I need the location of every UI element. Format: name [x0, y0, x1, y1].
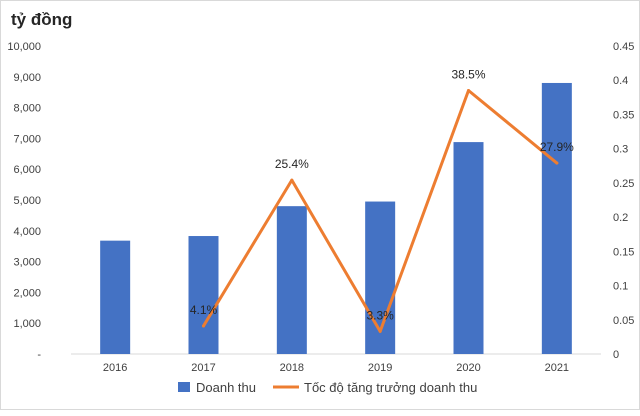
bar-series	[100, 82, 572, 355]
x-tick-label: 2018	[280, 362, 304, 374]
legend-label-line: Tốc độ tăng trưởng doanh thu	[304, 380, 477, 395]
left-tick-label: 7,000	[13, 133, 41, 145]
x-tick-label: 2020	[456, 362, 480, 374]
right-tick-label: 0.1	[613, 281, 628, 293]
right-tick-label: 0.3	[613, 144, 628, 156]
line-point-2017	[202, 324, 205, 328]
legend: Doanh thu Tốc độ tăng trưởng doanh thu	[178, 380, 477, 395]
unit-label: tỷ đồng	[11, 10, 72, 29]
left-tick-label: 8,000	[13, 103, 41, 115]
x-axis-ticks: 2016 2017 2018 2019 2020 2021	[103, 362, 569, 374]
left-tick-label: 3,000	[13, 257, 41, 269]
right-axis-ticks: 0 0.05 0.1 0.15 0.2 0.25 0.3 0.35 0.4 0.45	[613, 41, 634, 361]
bar-2018	[276, 206, 307, 354]
line-data-label: 27.9%	[540, 140, 574, 154]
right-tick-label: 0.15	[613, 246, 634, 258]
line-series	[202, 88, 559, 333]
right-tick-label: 0.4	[613, 75, 628, 87]
left-tick-label: -	[37, 349, 41, 361]
line-data-label: 25.4%	[275, 157, 309, 171]
legend-label-bar: Doanh thu	[196, 380, 256, 395]
x-tick-label: 2019	[368, 362, 392, 374]
left-tick-label: 9,000	[13, 72, 41, 84]
right-tick-label: 0.2	[613, 212, 628, 224]
line-data-label: 38.5%	[451, 67, 485, 81]
x-tick-label: 2021	[545, 362, 569, 374]
left-tick-label: 6,000	[13, 164, 41, 176]
line-data-labels: 4.1% 25.4% 3.3% 38.5% 27.9%	[190, 67, 574, 322]
left-tick-label: 5,000	[13, 195, 41, 207]
right-tick-label: 0	[613, 349, 619, 361]
x-tick-label: 2016	[103, 362, 127, 374]
line-data-label: 4.1%	[190, 303, 218, 317]
left-tick-label: 10,000	[7, 41, 41, 53]
left-axis-ticks: - 1,000 2,000 3,000 4,000 5,000 6,000 7,000 8,00…	[7, 41, 41, 361]
line-point-2020	[467, 88, 470, 92]
legend-swatch-bar	[178, 382, 190, 392]
line-data-label: 3.3%	[366, 308, 394, 322]
bar-2021	[541, 82, 572, 355]
right-tick-label: 0.45	[613, 41, 634, 53]
right-tick-label: 0.25	[613, 178, 634, 190]
bar-2020	[453, 142, 484, 354]
bar-2017	[188, 236, 219, 354]
line-point-2018	[290, 178, 294, 182]
bar-2016	[100, 240, 131, 354]
line-point-2019	[378, 329, 382, 333]
line-point-2021	[555, 161, 559, 165]
left-tick-label: 2,000	[13, 287, 41, 299]
left-tick-label: 1,000	[13, 318, 41, 330]
left-tick-label: 4,000	[13, 226, 41, 238]
x-tick-label: 2017	[191, 362, 215, 374]
right-tick-label: 0.05	[613, 315, 634, 327]
right-tick-label: 0.35	[613, 109, 634, 121]
